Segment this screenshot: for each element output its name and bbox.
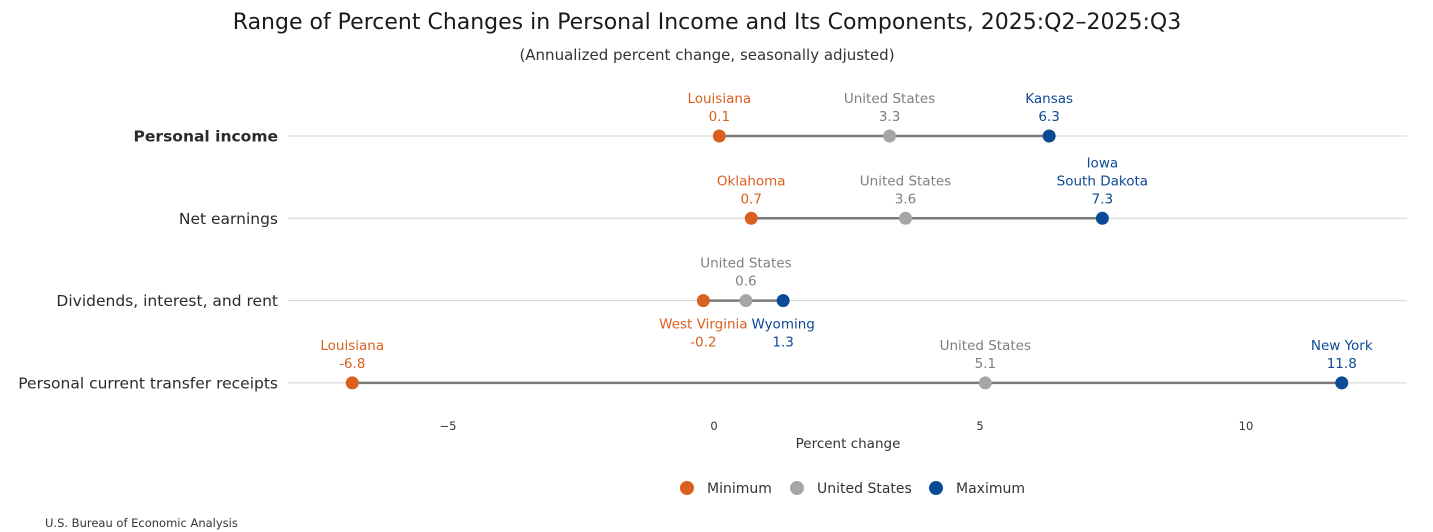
point-value-label: 7.3 [1092,191,1113,207]
point-united-states [739,294,753,308]
point-state-label: United States [860,173,951,189]
legend-item-maximum: Maximum [929,481,1025,497]
legend-item-minimum: Minimum [680,481,772,497]
point-state-label: Louisiana [687,91,751,107]
x-tick-label: 0 [710,419,717,433]
row-3: Personal current transfer receipts -6.8 Lo… [18,338,1407,392]
point-value-label: 0.1 [709,109,730,125]
row-label: Personal current transfer receipts [18,374,278,392]
x-axis-title: Percent change [796,436,901,452]
legend-label: Maximum [956,481,1025,497]
row-2: Dividends, interest, and rent West Virgin… [56,256,1407,351]
source-note: U.S. Bureau of Economic Analysis [45,516,238,530]
point-state-label: Kansas [1025,91,1073,107]
point-minimum [696,294,710,308]
legend-marker [680,481,694,495]
legend-marker [929,481,943,495]
point-value-label: 11.8 [1327,356,1357,372]
legend-item-us: United States [790,481,912,497]
x-tick-label: 5 [976,419,983,433]
point-minimum [744,211,758,225]
row-0: Personal income 0.1 Louisiana 3.3 United Sta… [134,91,1407,146]
point-united-states [899,211,913,225]
point-maximum [1095,211,1109,225]
point-maximum [1335,376,1349,390]
point-value-label: 3.3 [879,109,900,125]
point-state-label: Louisiana [320,338,384,354]
point-value-label: 6.3 [1038,109,1059,125]
x-tick-label: 10 [1239,419,1254,433]
point-value-label: 5.1 [975,356,996,372]
point-united-states [883,129,897,143]
point-united-states [978,376,992,390]
legend: Minimum United States Maximum [680,481,1025,497]
x-tick-label: −5 [440,419,457,433]
point-state-label: South Dakota [1057,173,1148,189]
x-axis: −5 0 5 10 [440,419,1254,433]
point-value-label: -6.8 [339,356,365,372]
legend-label: Minimum [707,481,772,497]
point-state-label: Oklahoma [717,173,786,189]
point-state-label: Wyoming [751,317,814,333]
plot-area: Personal income 0.1 Louisiana 3.3 United Sta… [18,91,1407,392]
point-value-label: -0.2 [690,335,716,351]
legend-marker [790,481,804,495]
row-label: Net earnings [179,210,278,228]
legend-label: United States [817,481,912,497]
row-label: Personal income [134,128,278,146]
chart-subtitle: (Annualized percent change, seasonally a… [519,46,894,64]
point-state-label: New York [1311,338,1373,354]
row-1: Net earnings 0.7 Oklahoma 3.6 United States 7… [179,155,1407,228]
point-state-label: United States [700,256,791,272]
point-maximum [776,294,790,308]
point-minimum [712,129,726,143]
point-value-label: 0.7 [740,191,761,207]
row-label: Dividends, interest, and rent [56,292,278,310]
point-state-label: United States [940,338,1031,354]
point-value-label: 1.3 [772,335,793,351]
point-state-label: United States [844,91,935,107]
point-state-label: West Virginia [659,317,747,333]
point-value-label: 0.6 [735,274,756,290]
chart-title: Range of Percent Changes in Personal Inc… [233,10,1181,35]
point-minimum [345,376,359,390]
point-maximum [1042,129,1056,143]
point-value-label: 3.6 [895,191,916,207]
point-state-label: Iowa [1087,155,1119,171]
